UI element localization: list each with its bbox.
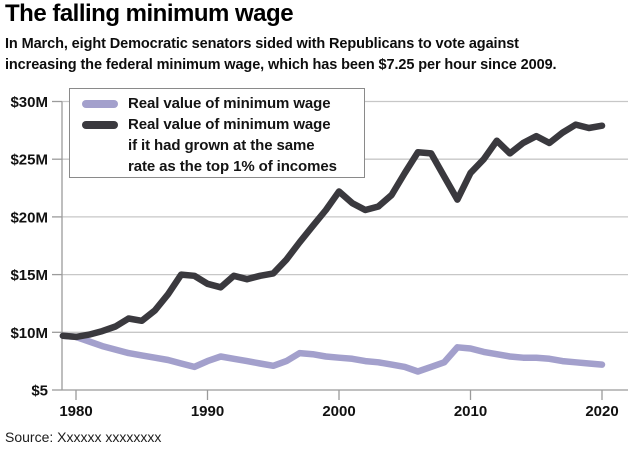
x-tick-label: 1980 bbox=[59, 403, 92, 420]
legend-swatch-top1pct bbox=[82, 121, 118, 129]
y-tick-label: $5 bbox=[31, 383, 48, 400]
legend-swatch-minimum-wage bbox=[82, 100, 118, 108]
subtitle-line-1: In March, eight Democratic senators side… bbox=[5, 36, 519, 52]
y-tick-label: $25M bbox=[10, 152, 48, 169]
legend-label-minimum-wage: Real value of minimum wage bbox=[128, 95, 331, 112]
legend-item-top1pct: Real value of minimum wage if it had gro… bbox=[82, 114, 356, 177]
legend-item-minimum-wage: Real value of minimum wage bbox=[82, 93, 356, 114]
chart-title: The falling minimum wage bbox=[5, 0, 294, 27]
y-tick-label: $15M bbox=[10, 267, 48, 284]
x-tick-label: 1990 bbox=[191, 403, 224, 420]
source-note: Source: Xxxxxx xxxxxxxx bbox=[5, 429, 162, 445]
x-tick-label: 2000 bbox=[322, 403, 355, 420]
legend-label-top1pct: Real value of minimum wage if it had gro… bbox=[128, 114, 337, 177]
y-tick-label: $20M bbox=[10, 209, 48, 226]
legend-label-top1pct-line1: Real value of minimum wage bbox=[128, 116, 331, 133]
y-tick-label: $10M bbox=[10, 325, 48, 342]
x-tick-label: 2020 bbox=[585, 403, 618, 420]
legend-label-top1pct-line3: rate as the top 1% of incomes bbox=[128, 158, 337, 175]
subtitle-line-2: increasing the federal minimum wage, whi… bbox=[5, 57, 557, 73]
series-line-real-minimum-wage bbox=[59, 332, 606, 375]
legend: Real value of minimum wage Real value of… bbox=[69, 88, 365, 178]
x-tick-label: 2010 bbox=[454, 403, 487, 420]
chart-subtitle: In March, eight Democratic senators side… bbox=[5, 34, 557, 76]
y-tick-label: $30M bbox=[10, 94, 48, 111]
series-line-if-grown-top-1pct bbox=[59, 121, 606, 341]
legend-label-top1pct-line2: if it had grown at the same bbox=[128, 137, 315, 154]
